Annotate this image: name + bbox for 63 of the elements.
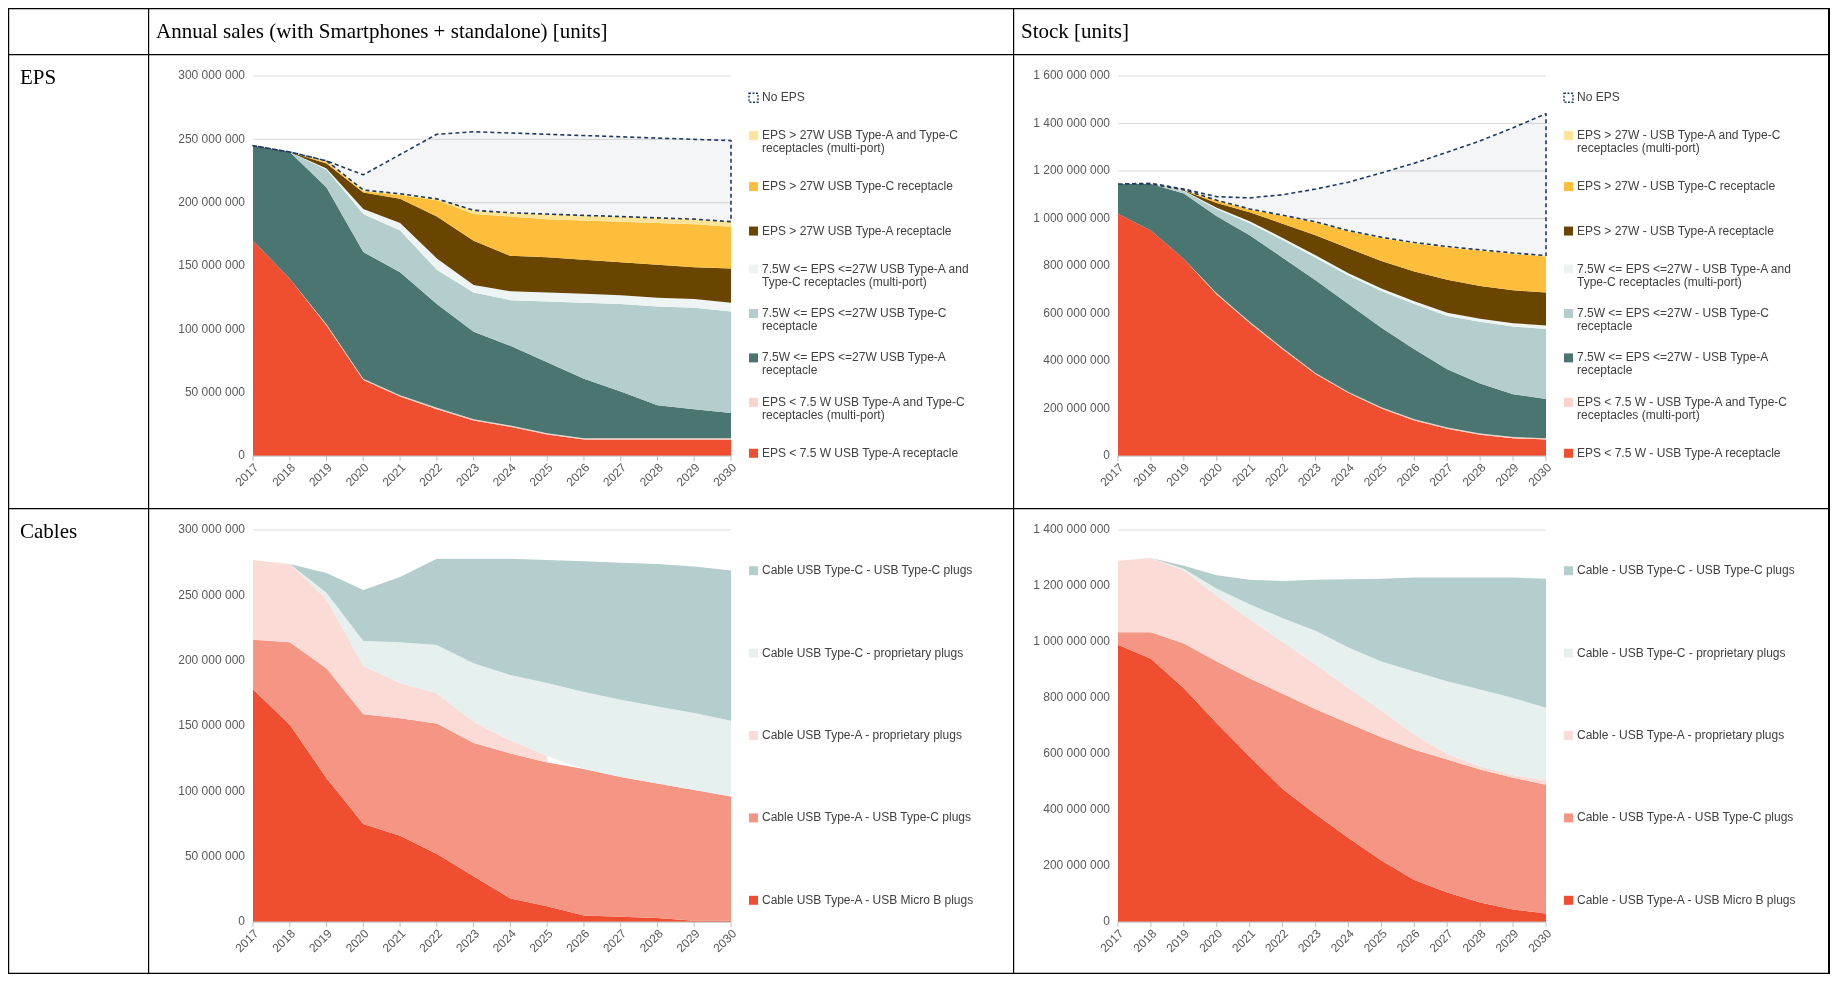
legend-label: 7.5W <= EPS <=27W - USB Type-A and Type-C receptacles (multi-port) bbox=[1577, 261, 1791, 289]
y-tick-label: 0 bbox=[238, 448, 246, 463]
y-tick-label: 1 200 000 000 bbox=[1033, 578, 1111, 593]
legend-label: Cable - USB Type-A - USB Micro B plugs bbox=[1577, 892, 1796, 907]
legend-label: Cable USB Type-C - proprietary plugs bbox=[762, 645, 964, 660]
legend-label: Cable USB Type-C - USB Type-C plugs bbox=[762, 563, 973, 578]
y-tick-label: 800 000 000 bbox=[1043, 258, 1111, 273]
y-tick-label: 600 000 000 bbox=[1043, 746, 1111, 761]
y-tick-label: 0 bbox=[1103, 448, 1111, 463]
legend-label: EPS < 7.5 W - USB Type-A and Type-C receptacles (multi-port) bbox=[1577, 395, 1788, 423]
y-tick-label: 50 000 000 bbox=[184, 848, 246, 863]
legend-label: EPS > 27W USB Type-A receptacle bbox=[762, 223, 952, 238]
y-tick-label: 50 000 000 bbox=[184, 384, 246, 399]
legend-label: Cable - USB Type-A - USB Type-C plugs bbox=[1577, 810, 1794, 825]
legend-label: 7.5W <= EPS <=27W - USB Type-A receptacle bbox=[1577, 350, 1769, 378]
y-tick-label: 200 000 000 bbox=[178, 194, 246, 209]
y-tick-label: 300 000 000 bbox=[178, 68, 246, 83]
y-tick-label: 400 000 000 bbox=[1043, 802, 1111, 817]
legend-label: Cable USB Type-A - USB Type-C plugs bbox=[762, 810, 971, 825]
y-tick-label: 1 400 000 000 bbox=[1033, 115, 1111, 130]
chart-title: Annual sales (with Smartphones + standalone) [units] bbox=[156, 19, 608, 43]
y-tick-label: 600 000 000 bbox=[1043, 305, 1111, 320]
y-tick-label: 1 600 000 000 bbox=[1033, 68, 1111, 83]
y-tick-label: 0 bbox=[238, 914, 246, 929]
legend-label: EPS > 27W - USB Type-A receptacle bbox=[1577, 223, 1775, 238]
legend-label: Cable - USB Type-C - USB Type-C plugs bbox=[1577, 563, 1795, 578]
legend-label: EPS > 27W - USB Type-A and Type-C receptacles (multi-port) bbox=[1577, 128, 1781, 156]
legend-label: EPS > 27W USB Type-A and Type-C receptacles (multi-port) bbox=[762, 128, 959, 156]
legend-label: EPS > 27W USB Type-C receptacle bbox=[762, 179, 954, 194]
y-tick-label: 200 000 000 bbox=[1043, 400, 1111, 415]
legend-label: 7.5W <= EPS <=27W USB Type-A receptacle bbox=[762, 350, 946, 378]
text: EPS bbox=[20, 65, 57, 89]
y-tick-label: 150 000 000 bbox=[178, 258, 246, 273]
y-tick-label: 400 000 000 bbox=[1043, 353, 1111, 368]
legend-label: No EPS bbox=[1577, 90, 1620, 105]
legend-label: EPS > 27W - USB Type-C receptacle bbox=[1577, 179, 1776, 194]
y-tick-label: 250 000 000 bbox=[178, 131, 246, 146]
y-tick-label: 1 200 000 000 bbox=[1033, 163, 1111, 178]
legend-label: No EPS bbox=[762, 90, 805, 105]
y-tick-label: 100 000 000 bbox=[178, 783, 246, 798]
chart-title: Stock [units] bbox=[1021, 19, 1129, 43]
legend-label: Cable USB Type-A - proprietary plugs bbox=[762, 728, 962, 743]
y-tick-label: 1 400 000 000 bbox=[1033, 522, 1111, 537]
legend-label: 7.5W <= EPS <=27W USB Type-C receptacle bbox=[762, 306, 947, 334]
y-tick-label: 150 000 000 bbox=[178, 718, 246, 733]
y-tick-label: 1 000 000 000 bbox=[1033, 634, 1111, 649]
legend-label: 7.5W <= EPS <=27W - USB Type-C receptacle bbox=[1577, 306, 1770, 334]
y-tick-label: 800 000 000 bbox=[1043, 690, 1111, 705]
y-tick-label: 200 000 000 bbox=[1043, 858, 1111, 873]
legend-label: 7.5W <= EPS <=27W USB Type-A and Type-C receptacles (multi-port) bbox=[762, 261, 969, 289]
legend-label: Cable - USB Type-A - proprietary plugs bbox=[1577, 728, 1785, 743]
legend-label: Cable - USB Type-C - proprietary plugs bbox=[1577, 645, 1786, 660]
y-tick-label: 250 000 000 bbox=[178, 587, 246, 602]
legend-label: EPS < 7.5 W USB Type-A receptacle bbox=[762, 445, 959, 460]
y-tick-label: 0 bbox=[1103, 914, 1111, 929]
y-tick-label: 300 000 000 bbox=[178, 522, 246, 537]
y-tick-label: 1 000 000 000 bbox=[1033, 210, 1111, 225]
legend-label: Cable USB Type-A - USB Micro B plugs bbox=[762, 892, 974, 907]
legend-label: EPS < 7.5 W - USB Type-A receptacle bbox=[1577, 445, 1781, 460]
y-tick-label: 100 000 000 bbox=[178, 321, 246, 336]
y-tick-label: 200 000 000 bbox=[178, 652, 246, 667]
legend-label: EPS < 7.5 W USB Type-A and Type-C receptacles (multi-port) bbox=[762, 395, 965, 423]
text: Cables bbox=[20, 519, 78, 543]
